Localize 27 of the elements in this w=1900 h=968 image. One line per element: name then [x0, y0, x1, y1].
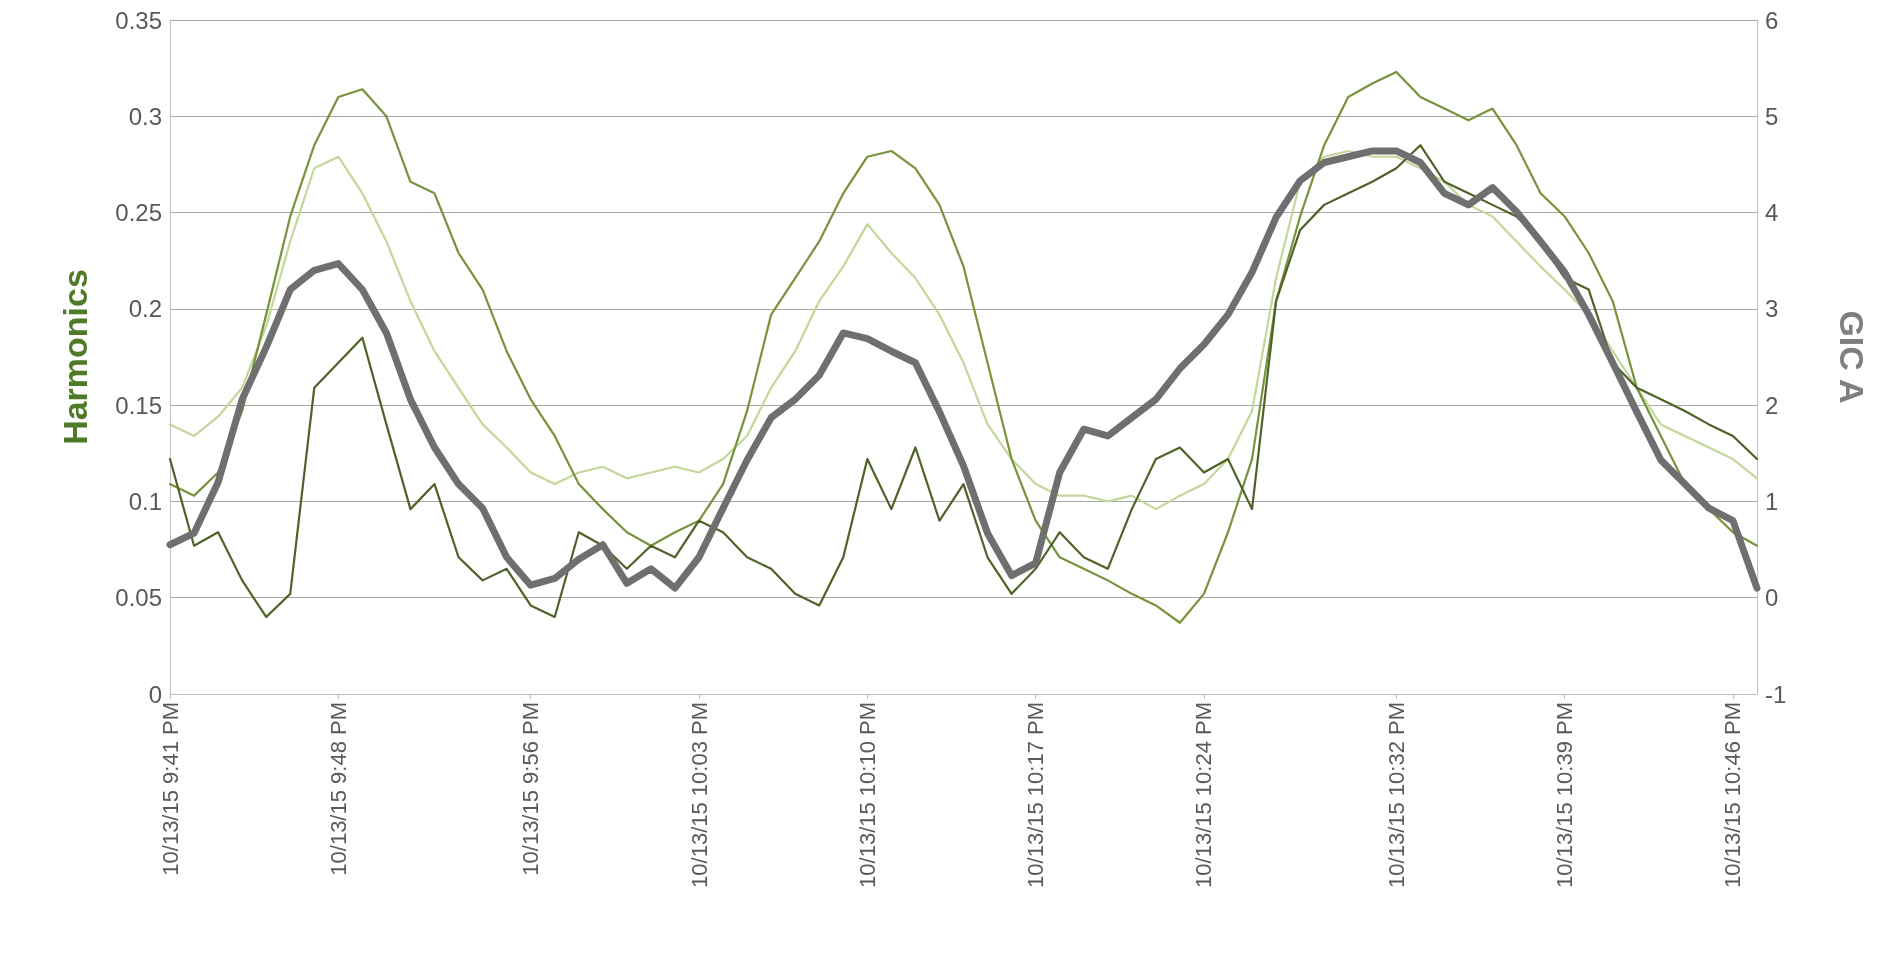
y-tick-label: 0.3	[128, 102, 162, 130]
x-tick-label: 10/13/15 9:56 PM	[518, 702, 544, 876]
y-tick-label: 0.2	[128, 295, 162, 323]
y-tick-label: 0.35	[115, 6, 162, 34]
y2-tick-label: 1	[1765, 487, 1779, 515]
y-tick-label: 0.25	[115, 199, 162, 227]
y2-tick-label: 2	[1765, 391, 1779, 419]
y2-tick-label: 0	[1765, 584, 1779, 612]
y2-tick-label: 5	[1765, 102, 1779, 130]
x-tick-label: 10/13/15 10:03 PM	[686, 702, 712, 888]
x-tick-label: 10/13/15 10:17 PM	[1023, 702, 1049, 888]
y2-tick-label: 3	[1765, 295, 1779, 323]
y2-tick-label: 4	[1765, 199, 1779, 227]
x-tick-label: 10/13/15 10:10 PM	[854, 702, 880, 888]
x-tick-label: 10/13/15 9:48 PM	[325, 702, 351, 876]
x-tick-label: 10/13/15 10:39 PM	[1552, 702, 1578, 888]
y-tick-label: 0.05	[115, 584, 162, 612]
y-tick-label: 0.1	[128, 487, 162, 515]
x-tick-label: 10/13/15 10:24 PM	[1191, 702, 1217, 888]
x-tick-label: 10/13/15 10:32 PM	[1383, 702, 1409, 888]
y-tick-label: 0.15	[115, 391, 162, 419]
y2-tick-label: -1	[1765, 680, 1787, 708]
x-tick-label: 10/13/15 10:46 PM	[1720, 702, 1746, 888]
line-series	[168, 149, 1759, 511]
y2-tick-label: 6	[1765, 6, 1779, 34]
y2-axis-title: GIC A	[1833, 310, 1871, 404]
y-axis-title: Harmonics	[56, 269, 94, 445]
